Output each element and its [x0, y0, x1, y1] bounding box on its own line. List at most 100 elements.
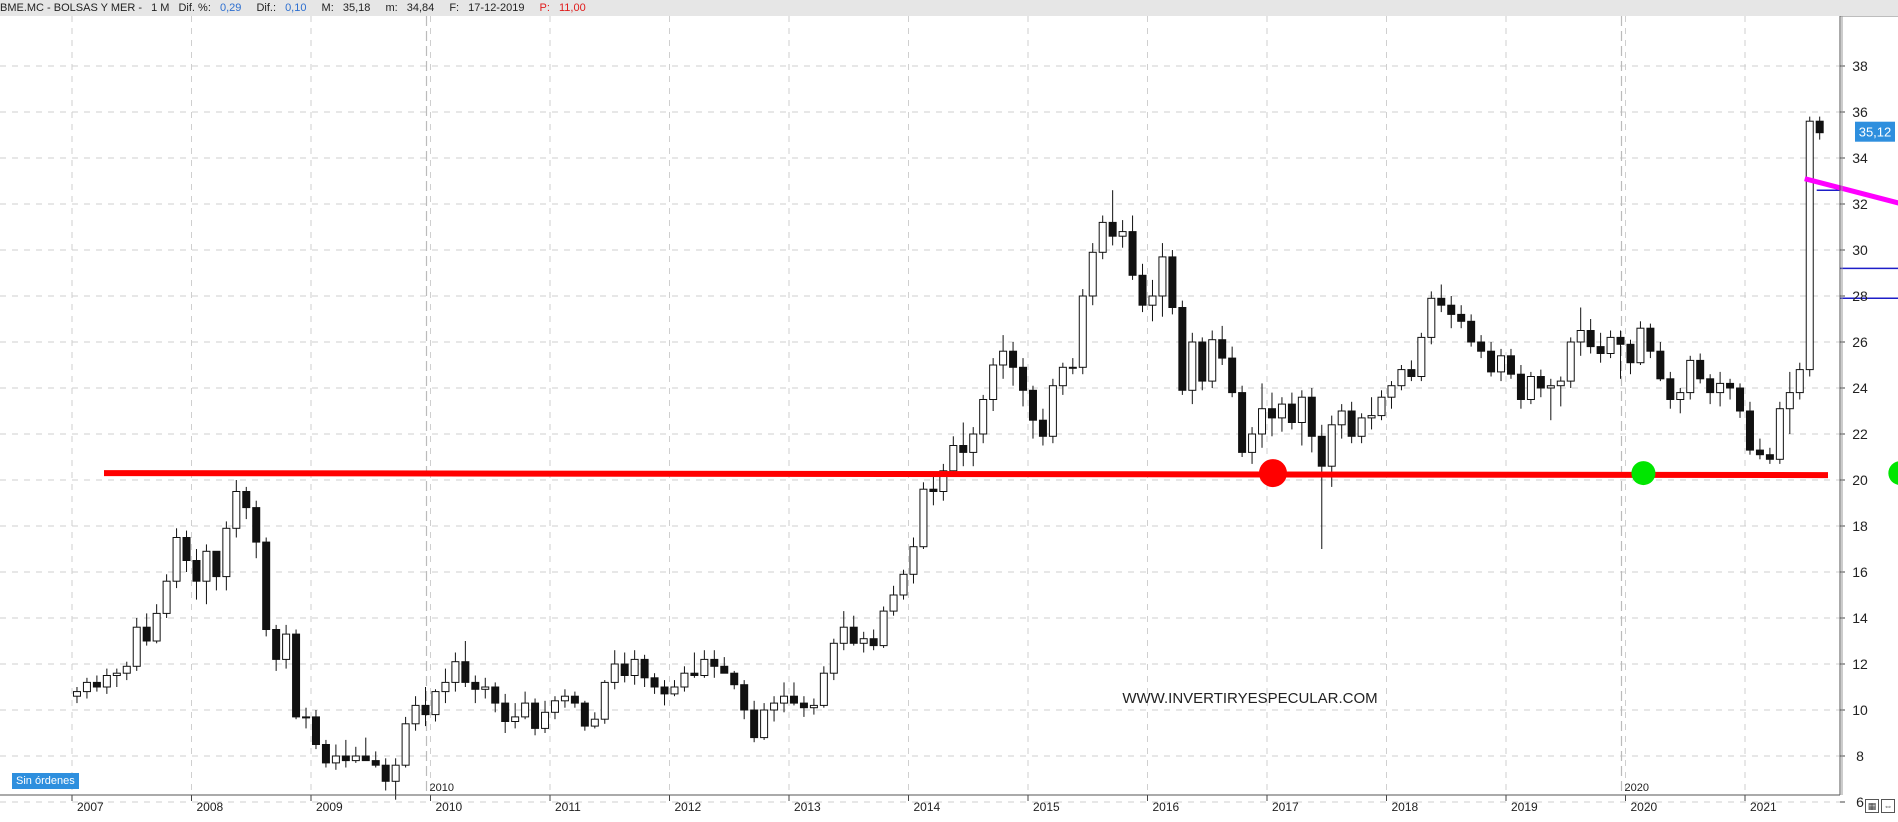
time-axis[interactable]: 2007 2008 2009 2010 2011 2012 2013 2014 2015 2016…	[0, 794, 1840, 814]
candle-down	[361, 755, 370, 762]
candle-up	[680, 672, 689, 688]
price-axis[interactable]: 6 8 10 12 14 16 18 20 22 24 26 28 30 32 34 36 38 35,12	[1839, 16, 1895, 810]
candle-up	[1546, 385, 1555, 389]
candle-down	[1108, 221, 1117, 237]
x-tick-label: 2017	[1272, 800, 1299, 814]
p-label: P:	[539, 2, 550, 14]
y-tick-label: 12	[1852, 656, 1868, 672]
max-label: M:	[321, 2, 334, 14]
candle-down	[1347, 410, 1356, 437]
candle-down	[1019, 366, 1028, 391]
y-tick-label: 38	[1852, 58, 1868, 74]
candle-down	[1516, 373, 1525, 401]
candle-down	[381, 764, 390, 782]
candle-up	[1775, 408, 1784, 460]
p-stat: P: 11,00	[540, 2, 592, 14]
y-tick-label: 30	[1852, 242, 1868, 258]
candle-down	[849, 626, 858, 644]
candle-up	[610, 663, 619, 683]
period-label: 2020	[1625, 782, 1649, 794]
candle-down	[1168, 256, 1177, 308]
candle-down	[531, 702, 540, 729]
candle-up	[1367, 415, 1376, 419]
candle-up	[441, 681, 450, 693]
x-tick-label: 2013	[794, 800, 821, 814]
candle-down	[1706, 378, 1715, 394]
candle-up	[889, 594, 898, 612]
candle-up	[511, 716, 520, 723]
candle-up	[232, 491, 241, 529]
candle-up	[82, 681, 91, 693]
scroll-icon[interactable]: ⇔	[1881, 799, 1895, 813]
support-line	[103, 470, 1829, 479]
candle-down	[869, 638, 878, 647]
p-value: 11,00	[558, 2, 586, 14]
candle-down	[92, 681, 101, 688]
watermark-text: WWW.INVERTIRYESPECULAR.COM	[1122, 690, 1377, 707]
candle-up	[102, 675, 111, 688]
orders-badge[interactable]: Sin órdenes	[12, 773, 79, 789]
candle-down	[1626, 343, 1635, 364]
candle-up	[1795, 369, 1804, 394]
y-tick-label: 10	[1852, 702, 1868, 718]
candle-down	[1736, 387, 1745, 412]
dif-pct-label: Dif. %:	[178, 2, 211, 14]
candle-down	[321, 744, 330, 764]
candle-down	[1536, 376, 1545, 389]
candle-up	[1258, 408, 1267, 435]
candle-up	[969, 433, 978, 453]
candle-down	[1198, 341, 1207, 382]
candle-up	[1118, 231, 1127, 237]
candle-down	[1506, 355, 1515, 375]
candle-up	[1676, 392, 1685, 401]
candle-down	[1616, 336, 1625, 345]
candle-down	[1726, 382, 1735, 389]
candle-up	[989, 364, 998, 400]
grid: 2010 2020	[0, 16, 1840, 803]
candle-up	[331, 755, 340, 764]
candle-down	[1218, 339, 1227, 359]
candle-down	[1228, 357, 1237, 394]
candle-up	[829, 642, 838, 674]
y-tick-label: 32	[1852, 196, 1868, 212]
candle-up	[1387, 385, 1396, 398]
candle-up	[1377, 396, 1386, 417]
candle-down	[182, 537, 191, 561]
candle-up	[1088, 251, 1097, 297]
candle-down	[1138, 274, 1147, 306]
grid-toggle-icon[interactable]: ▦	[1865, 799, 1879, 813]
candle-up	[1148, 295, 1157, 306]
candle-down	[212, 550, 221, 578]
x-tick-label: 2008	[197, 800, 224, 814]
candle-down	[1815, 120, 1824, 134]
y-tick-label: 36	[1852, 104, 1868, 120]
candle-up	[979, 399, 988, 435]
candle-up	[172, 537, 181, 582]
candle-up	[999, 350, 1008, 366]
candle-down	[341, 755, 350, 762]
candle-down	[1477, 341, 1486, 352]
candle-down	[720, 665, 729, 674]
candle-down	[650, 677, 659, 688]
candle-down	[421, 704, 430, 716]
y-tick-label: 6	[1856, 794, 1864, 810]
candle-up	[1188, 341, 1197, 391]
plot-area	[0, 16, 1840, 795]
y-tick-label: 22	[1852, 426, 1868, 442]
candle-down	[580, 702, 589, 727]
red-marker	[1258, 459, 1287, 488]
candle-up	[770, 702, 779, 711]
chart-info-bar: BME.MC - BOLSAS Y MER - 1 M Dif. %: 0,29…	[0, 0, 1898, 17]
candle-up	[222, 527, 231, 578]
candle-down	[1407, 369, 1416, 378]
candle-up	[1427, 297, 1436, 338]
x-tick-label: 2009	[316, 800, 343, 814]
candle-down	[740, 684, 749, 711]
candle-up	[590, 718, 599, 727]
x-tick-label: 2011	[555, 800, 581, 814]
candle-up	[162, 580, 171, 614]
candle-down	[1178, 307, 1187, 391]
candle-up	[1078, 295, 1087, 368]
candle-down	[1457, 313, 1466, 322]
